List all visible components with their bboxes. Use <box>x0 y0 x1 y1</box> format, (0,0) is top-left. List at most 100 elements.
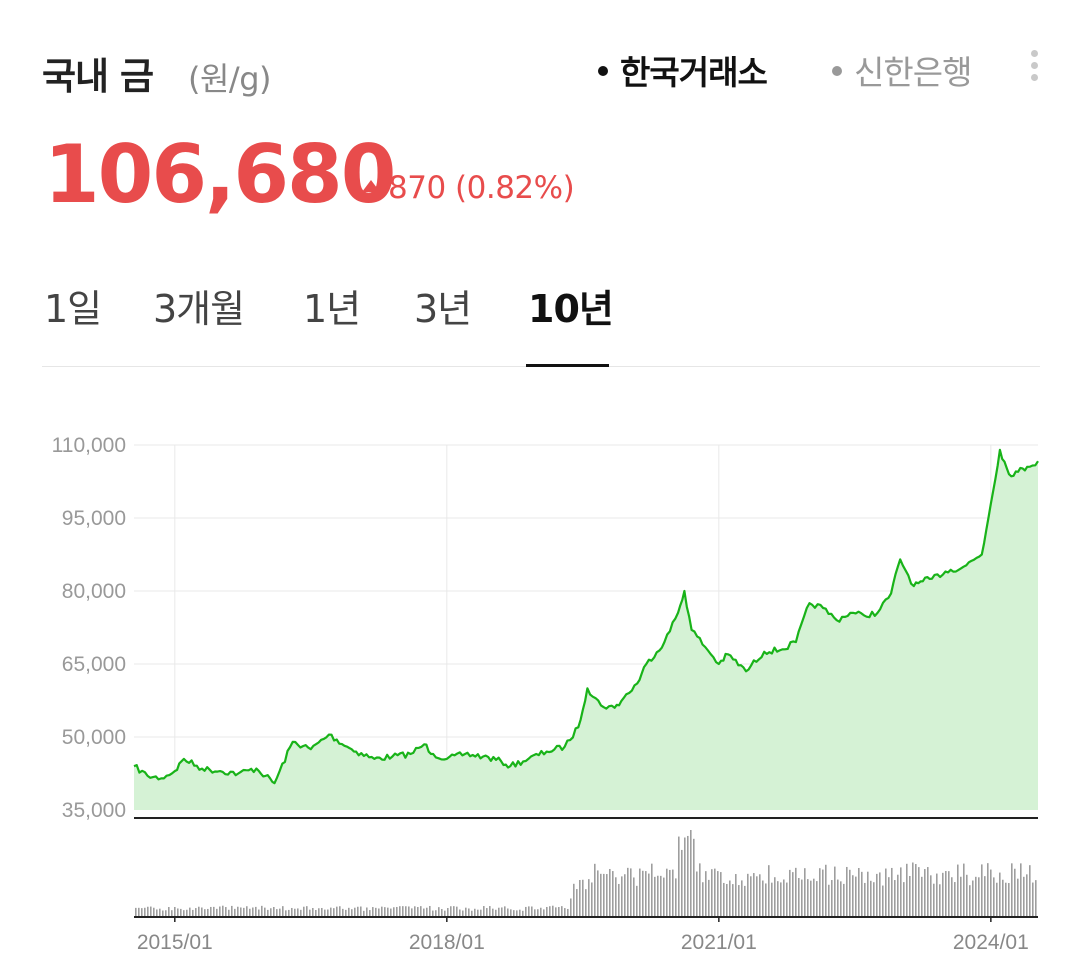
volume-bar <box>774 877 776 916</box>
volume-bar <box>189 907 191 916</box>
volume-bar <box>642 870 644 916</box>
volume-bar <box>237 906 239 916</box>
volume-bar <box>192 909 194 916</box>
tab-1year[interactable]: 1년 <box>303 287 361 331</box>
volume-bar <box>807 879 809 916</box>
volume-bar <box>792 872 794 916</box>
volume-bar <box>729 880 731 916</box>
volume-bar <box>147 906 149 916</box>
volume-bar <box>1032 882 1034 916</box>
volume-bar <box>321 907 323 916</box>
volume-bar <box>681 849 683 916</box>
volume-bar <box>435 910 437 916</box>
volume-bar <box>630 868 632 916</box>
volume-bar <box>927 867 929 916</box>
source-tab-shinhan[interactable]: 신한은행 <box>832 46 972 94</box>
volume-bar <box>693 838 695 916</box>
volume-bar <box>339 906 341 916</box>
volume-bar <box>246 906 248 916</box>
volume-bar <box>612 871 614 916</box>
volume-bar <box>738 885 740 916</box>
current-price: 106,680 <box>44 128 396 221</box>
volume-bar <box>396 906 398 916</box>
volume-bar <box>414 906 416 916</box>
volume-bar <box>174 906 176 916</box>
volume-bar <box>306 906 308 916</box>
x-tick-label: 2018/01 <box>409 931 485 954</box>
more-vertical-icon[interactable] <box>1028 50 1042 86</box>
volume-bar <box>891 867 893 916</box>
volume-bar <box>417 907 419 916</box>
volume-bar <box>900 867 902 916</box>
volume-bar <box>363 910 365 916</box>
volume-bar <box>975 876 977 916</box>
volume-bar <box>939 884 941 916</box>
volume-bar <box>744 885 746 916</box>
volume-bar <box>555 907 557 916</box>
volume-bar <box>654 876 656 916</box>
y-tick-label: 65,000 <box>62 653 126 676</box>
volume-bar <box>984 876 986 916</box>
volume-bar <box>759 874 761 916</box>
active-tab-indicator <box>526 364 609 367</box>
volume-bar <box>165 910 167 916</box>
volume-bar <box>261 905 263 916</box>
volume-bar <box>732 884 734 916</box>
volume-bar <box>1023 876 1025 916</box>
volume-bar <box>255 906 257 916</box>
volume-bar <box>879 872 881 916</box>
tab-1day[interactable]: 1일 <box>44 287 102 331</box>
volume-bar <box>357 906 359 916</box>
volume-bar <box>180 908 182 916</box>
volume-bar <box>930 875 932 916</box>
x-tick-label: 2021/01 <box>681 931 757 954</box>
volume-bar <box>204 909 206 916</box>
volume-bar <box>300 909 302 916</box>
volume-bar <box>762 880 764 916</box>
tab-10years[interactable]: 10년 <box>528 287 614 331</box>
volume-bar <box>426 907 428 916</box>
volume-bar <box>987 863 989 916</box>
tab-3years[interactable]: 3년 <box>414 287 472 331</box>
volume-bar <box>399 906 401 916</box>
volume-bar <box>429 905 431 916</box>
volume-bar <box>228 909 230 916</box>
volume-bar <box>504 906 506 916</box>
volume-bar <box>789 869 791 916</box>
volume-bar <box>690 830 692 916</box>
volume-bar <box>618 883 620 916</box>
volume-bar <box>822 869 824 916</box>
volume-bar <box>1014 868 1016 916</box>
tab-3months[interactable]: 3개월 <box>153 287 245 331</box>
volume-bar <box>1017 878 1019 916</box>
volume-bar <box>288 909 290 916</box>
y-tick-label: 50,000 <box>62 726 126 749</box>
up-triangle-icon <box>362 180 380 192</box>
volume-bar <box>627 867 629 916</box>
volume-bar <box>183 910 185 916</box>
volume-bar <box>981 864 983 916</box>
source-tab-krx[interactable]: 한국거래소 <box>598 46 768 94</box>
volume-bar <box>408 906 410 916</box>
volume-bar <box>996 882 998 916</box>
volume-bar <box>639 868 641 916</box>
volume-bar <box>735 874 737 916</box>
volume-bar <box>897 874 899 916</box>
volume-bar <box>741 880 743 916</box>
volume-bar <box>813 878 815 916</box>
volume-bar <box>525 906 527 916</box>
volume-bar <box>348 907 350 916</box>
volume-bar <box>990 869 992 916</box>
volume-bar <box>195 908 197 916</box>
y-tick-label: 95,000 <box>62 507 126 530</box>
source-label: 한국거래소 <box>620 53 768 92</box>
volume-bar <box>870 880 872 916</box>
volume-bar <box>840 881 842 916</box>
volume-bar <box>135 907 137 916</box>
volume-bar <box>747 873 749 916</box>
volume-bar <box>726 883 728 916</box>
volume-bar <box>441 909 443 916</box>
volume-bar <box>969 885 971 916</box>
volume-bar <box>198 906 200 916</box>
